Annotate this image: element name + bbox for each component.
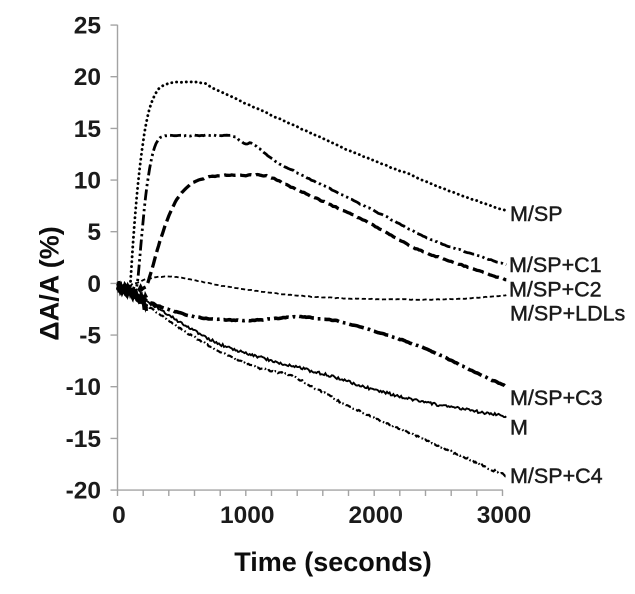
svg-text:5: 5: [87, 219, 101, 246]
svg-text:-10: -10: [66, 374, 101, 401]
svg-text:-20: -20: [66, 478, 101, 505]
svg-text:10: 10: [74, 168, 101, 195]
svg-text:1000: 1000: [220, 502, 275, 529]
svg-text:25: 25: [74, 13, 101, 40]
svg-text:M/SP+C3: M/SP+C3: [510, 386, 603, 410]
svg-text:0: 0: [87, 271, 101, 298]
svg-text:0: 0: [112, 502, 126, 529]
svg-text:ΔA/A (%): ΔA/A (%): [35, 226, 65, 340]
svg-text:2000: 2000: [348, 502, 403, 529]
svg-text:15: 15: [74, 116, 101, 143]
svg-text:M/SP+C1: M/SP+C1: [509, 253, 602, 277]
svg-text:M/SP+LDLs: M/SP+LDLs: [510, 302, 625, 326]
svg-text:M/SP+C2: M/SP+C2: [509, 278, 602, 302]
svg-text:M/SP: M/SP: [510, 202, 563, 226]
svg-text:Time (seconds): Time (seconds): [234, 547, 432, 577]
svg-text:M: M: [510, 416, 528, 440]
svg-text:-15: -15: [66, 426, 101, 453]
svg-text:-5: -5: [79, 323, 101, 350]
svg-text:M/SP+C4: M/SP+C4: [510, 464, 603, 488]
svg-text:3000: 3000: [477, 502, 532, 529]
svg-text:20: 20: [74, 64, 101, 91]
